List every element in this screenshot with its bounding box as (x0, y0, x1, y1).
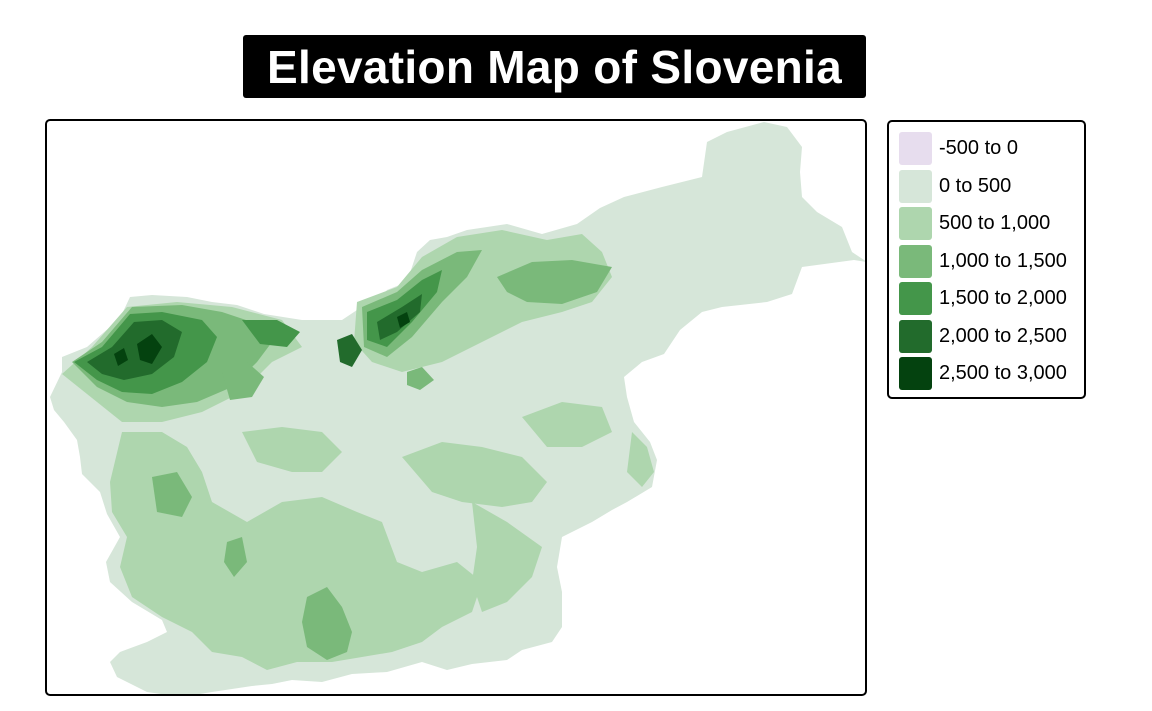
map-title-box: Elevation Map of Slovenia (243, 35, 866, 98)
legend-item: 500 to 1,000 (899, 207, 1050, 240)
legend-item: -500 to 0 (899, 132, 1018, 165)
elevation-zone (110, 432, 482, 670)
legend-label: 1,000 to 1,500 (939, 249, 1067, 272)
legend-swatch (899, 207, 932, 240)
elevation-zone (87, 320, 182, 380)
elevation-zone (337, 334, 362, 367)
elevation-zone (137, 334, 162, 364)
elevation-zone (472, 502, 542, 612)
legend-label: 0 to 500 (939, 174, 1012, 197)
map-legend: -500 to 0 0 to 500 500 to 1,000 1,000 to… (887, 120, 1086, 399)
legend-label: 1,500 to 2,000 (939, 287, 1067, 309)
elevation-zone (402, 442, 547, 507)
legend-swatch (899, 169, 932, 203)
legend-item: 2,500 to 3,000 (899, 357, 1067, 390)
elevation-zone (627, 432, 654, 487)
legend-swatch (899, 244, 932, 278)
elevation-zone (222, 362, 264, 400)
legend-swatch (899, 357, 932, 390)
elevation-map (50, 122, 865, 694)
elevation-zone (407, 367, 434, 390)
elevation-zone (522, 402, 612, 447)
elevation-zone (302, 587, 352, 660)
legend-swatch (899, 282, 932, 315)
legend-label: 2,000 to 2,500 (939, 324, 1067, 347)
map-title: Elevation Map of Slovenia (267, 40, 842, 93)
map-frame (45, 119, 867, 696)
legend-label: 2,500 to 3,000 (939, 362, 1067, 384)
elevation-zone (242, 427, 342, 472)
legend-swatch (899, 132, 932, 165)
elevation-zone (242, 320, 300, 347)
elevation-zone (114, 348, 128, 366)
elevation-zone (397, 312, 410, 328)
legend-label: -500 to 0 (939, 137, 1018, 159)
elevation-zone (497, 260, 612, 304)
legend-item: 0 to 500 (899, 169, 1012, 203)
legend-swatch (899, 319, 932, 353)
elevation-zone (152, 472, 192, 517)
legend-item: 1,000 to 1,500 (899, 244, 1067, 278)
legend-label: 500 to 1,000 (939, 212, 1051, 234)
legend-item: 2,000 to 2,500 (899, 319, 1067, 353)
legend-item: 1,500 to 2,000 (899, 282, 1067, 315)
elevation-zone (224, 537, 247, 577)
